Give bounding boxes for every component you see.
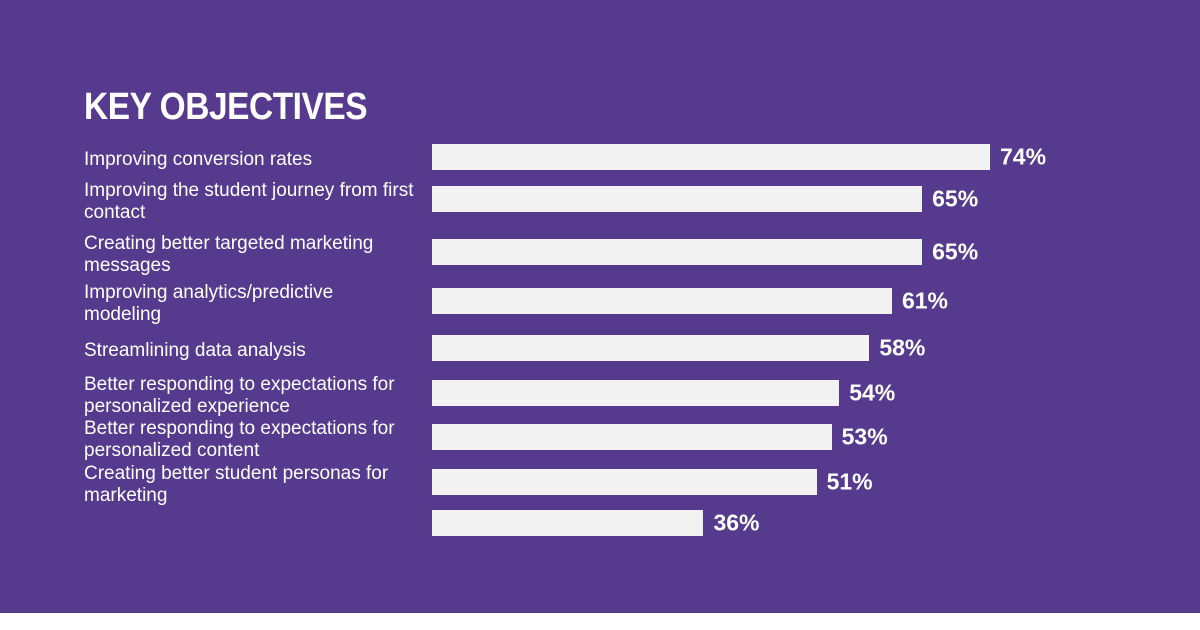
bar — [432, 186, 923, 212]
value-label: 65% — [932, 185, 979, 212]
bar — [432, 424, 832, 450]
chart: KEY OBJECTIVES Improving conversion rate… — [0, 0, 1200, 613]
value-label: 61% — [901, 287, 949, 314]
category-label: Improving conversion rates — [84, 149, 313, 170]
category-label: Improving analytics/predictive modeling — [84, 282, 334, 325]
bar — [432, 239, 923, 265]
value-label: 65% — [932, 238, 979, 265]
category-label: Improving the student journey from first… — [84, 180, 414, 223]
bar — [432, 469, 817, 495]
bar — [432, 335, 870, 361]
value-label: 51% — [826, 468, 873, 495]
chart-title: KEY OBJECTIVES — [84, 86, 368, 128]
value-label: 74% — [1000, 143, 1047, 170]
category-label: Creating better targeted marketing messa… — [84, 233, 374, 276]
value-label: 58% — [879, 334, 926, 361]
bar — [432, 510, 704, 536]
value-label: 36% — [713, 509, 760, 536]
category-label: Better responding to expectations for pe… — [84, 418, 395, 461]
category-label: Better responding to expectations for pe… — [84, 374, 395, 417]
bar — [432, 380, 840, 406]
bar — [432, 144, 990, 170]
category-label: Streamlining data analysis — [84, 340, 306, 361]
category-label: Creating better student personas for mar… — [84, 463, 389, 506]
value-label: 54% — [849, 379, 896, 406]
value-label: 53% — [841, 423, 888, 450]
bar — [432, 288, 892, 314]
